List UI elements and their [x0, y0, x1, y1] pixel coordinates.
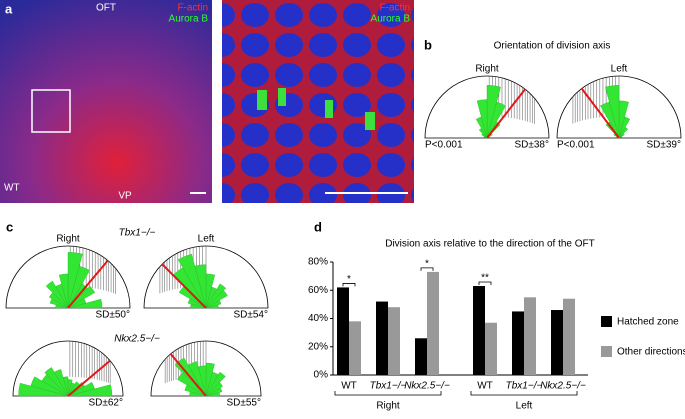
rose-side: Left — [198, 234, 215, 245]
bar — [473, 286, 485, 375]
p-value: P<0.001 — [557, 140, 595, 151]
x-tick-label: WT — [341, 381, 357, 392]
x-tick-label: Tbx1−/− — [506, 381, 543, 392]
sd-label: SD±62° — [88, 398, 123, 409]
stain-label: Aurora B — [371, 14, 411, 25]
bar — [349, 321, 361, 375]
stain-label: F-actin — [177, 3, 208, 14]
bar — [524, 297, 536, 375]
y-tick-label: 20% — [308, 341, 328, 352]
group-label: Left — [516, 401, 533, 412]
sd-label: SD±38° — [514, 140, 549, 151]
bar — [551, 310, 563, 375]
micrograph-right — [222, 0, 414, 203]
legend-label: Other directions — [617, 347, 685, 358]
genotype-label: Tbx1−/− — [119, 228, 156, 239]
bar — [512, 311, 524, 375]
panel-label: d — [314, 219, 322, 234]
sd-label: SD±50° — [95, 310, 130, 321]
image-label: VP — [118, 191, 132, 202]
significance: * — [425, 259, 429, 270]
y-tick-label: 40% — [308, 313, 328, 324]
panel-label: a — [5, 1, 13, 16]
x-tick-label: Tbx1−/− — [370, 381, 407, 392]
bar — [485, 323, 497, 375]
x-tick-label: Nkx2.5−/− — [404, 381, 450, 392]
stain-label: Aurora B — [169, 14, 209, 25]
panel-label: b — [424, 37, 432, 52]
bar — [563, 299, 575, 375]
bar — [337, 287, 349, 375]
sd-label: SD±55° — [226, 398, 261, 409]
chart-title: Division axis relative to the direction … — [385, 239, 595, 250]
y-tick-label: 0% — [314, 370, 329, 381]
bar — [376, 302, 388, 375]
legend-label: Hatched zone — [617, 317, 679, 328]
bar — [427, 272, 439, 375]
sd-label: SD±39° — [646, 140, 681, 151]
rose-side: Left — [611, 64, 628, 75]
stain-label: F-actin — [379, 3, 410, 14]
significance: * — [347, 274, 351, 285]
p-value: P<0.001 — [425, 140, 463, 151]
bar — [388, 307, 400, 375]
rose-side: Right — [56, 234, 80, 245]
panel-title: Orientation of division axis — [494, 41, 611, 52]
y-tick-label: 60% — [308, 285, 328, 296]
legend-swatch — [601, 316, 612, 327]
legend-swatch — [601, 346, 612, 357]
panel-label: c — [6, 219, 13, 234]
bar — [415, 338, 427, 375]
group-label: Right — [376, 401, 400, 412]
image-label: OFT — [96, 3, 116, 14]
sd-label: SD±54° — [233, 310, 268, 321]
x-tick-label: Nkx2.5−/− — [540, 381, 586, 392]
micrograph-left — [0, 0, 212, 203]
image-label: WT — [4, 183, 20, 194]
rose-side: Right — [475, 64, 499, 75]
significance: ** — [481, 273, 489, 284]
x-tick-label: WT — [477, 381, 493, 392]
y-tick-label: 80% — [308, 257, 328, 268]
genotype-label: Nkx2.5−/− — [114, 334, 160, 345]
